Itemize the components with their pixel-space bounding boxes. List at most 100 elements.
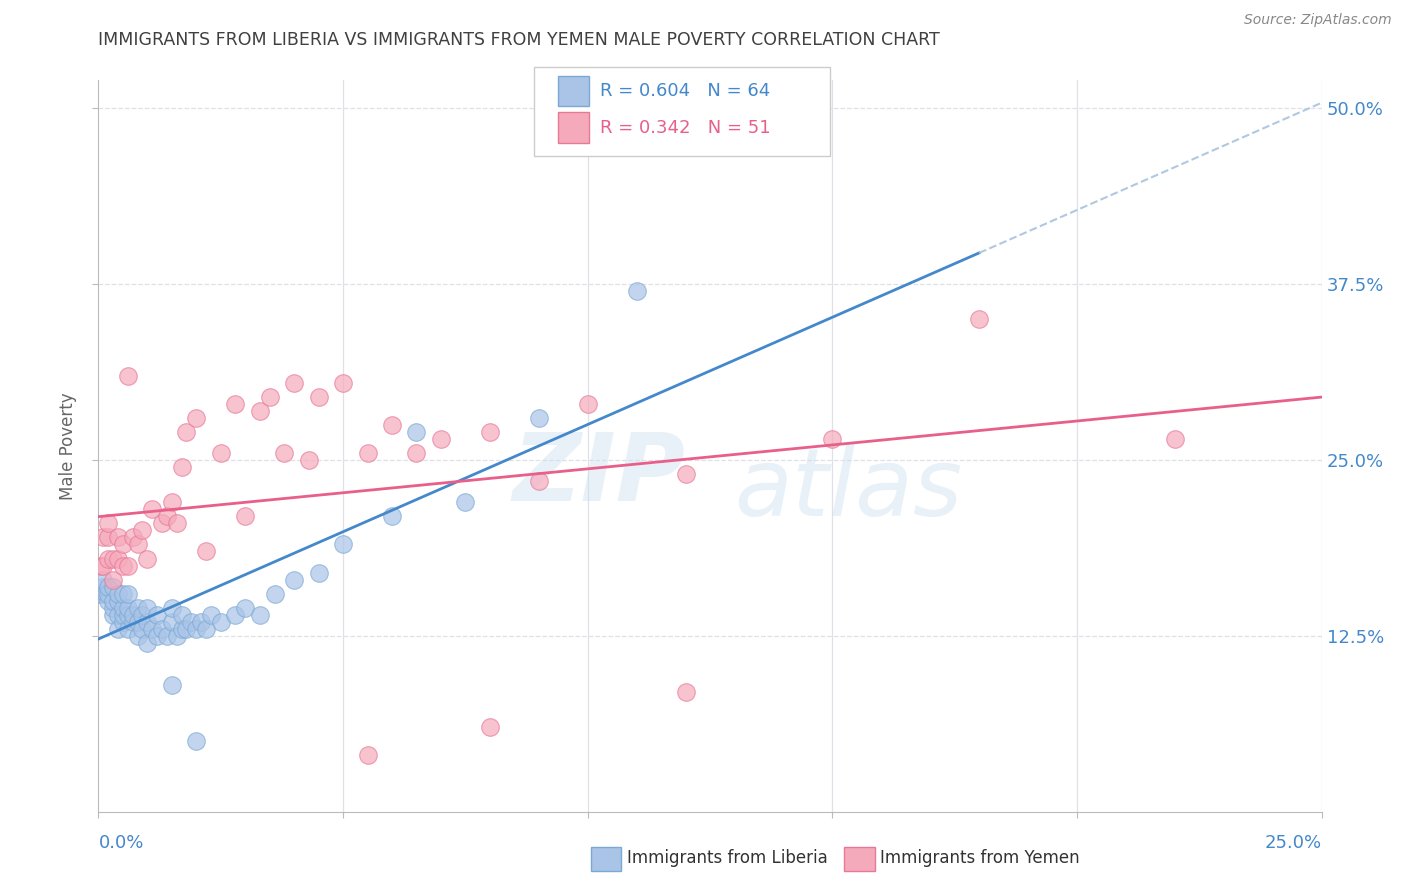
Point: [381, 417, 404, 432]
Point: [160, 495, 183, 509]
Text: 25.0%: 25.0%: [1264, 834, 1322, 852]
Point: [150, 622, 173, 636]
Point: [821, 432, 844, 446]
Point: [127, 615, 149, 629]
Text: 0.0%: 0.0%: [98, 834, 143, 852]
Point: [430, 432, 453, 446]
Point: [675, 685, 697, 699]
Point: [195, 622, 218, 636]
Point: [180, 615, 202, 629]
Point: [111, 600, 134, 615]
Point: [186, 734, 208, 748]
Point: [97, 516, 120, 531]
Text: ZIP: ZIP: [513, 429, 686, 521]
Point: [97, 530, 120, 544]
Point: [101, 593, 124, 607]
Point: [107, 607, 129, 622]
Point: [283, 376, 305, 390]
Point: [107, 587, 129, 601]
Point: [117, 587, 139, 601]
Point: [156, 629, 179, 643]
Point: [136, 551, 159, 566]
Point: [117, 622, 139, 636]
Point: [107, 551, 129, 566]
Point: [170, 622, 193, 636]
Point: [405, 425, 427, 439]
Point: [405, 446, 427, 460]
Text: R = 0.342   N = 51: R = 0.342 N = 51: [600, 119, 770, 136]
Point: [332, 376, 354, 390]
Point: [273, 446, 295, 460]
Point: [166, 516, 188, 531]
Point: [117, 607, 139, 622]
Point: [576, 397, 599, 411]
Point: [107, 593, 129, 607]
Point: [111, 587, 134, 601]
Point: [233, 509, 256, 524]
Point: [111, 537, 134, 551]
Point: [160, 678, 183, 692]
Point: [170, 460, 193, 475]
Point: [117, 558, 139, 573]
Point: [141, 502, 163, 516]
Point: [97, 593, 120, 607]
Text: Source: ZipAtlas.com: Source: ZipAtlas.com: [1244, 13, 1392, 28]
Text: Immigrants from Yemen: Immigrants from Yemen: [880, 849, 1080, 867]
Point: [111, 558, 134, 573]
Point: [101, 573, 124, 587]
Point: [454, 495, 477, 509]
Point: [1164, 432, 1187, 446]
Point: [209, 446, 232, 460]
Point: [381, 509, 404, 524]
Point: [117, 600, 139, 615]
Point: [308, 390, 330, 404]
Point: [186, 410, 208, 425]
Point: [107, 622, 129, 636]
Point: [127, 629, 149, 643]
Point: [97, 587, 120, 601]
Point: [967, 312, 990, 326]
Point: [90, 558, 112, 573]
Point: [101, 607, 124, 622]
Point: [176, 425, 198, 439]
Point: [224, 607, 246, 622]
Point: [249, 404, 271, 418]
Point: [249, 607, 271, 622]
Point: [150, 516, 173, 531]
Point: [107, 530, 129, 544]
Point: [527, 410, 550, 425]
Point: [121, 607, 143, 622]
Point: [195, 544, 218, 558]
Point: [186, 622, 208, 636]
Text: atlas: atlas: [734, 444, 963, 535]
Point: [117, 368, 139, 383]
Point: [136, 615, 159, 629]
Point: [176, 622, 198, 636]
Point: [127, 537, 149, 551]
Point: [90, 587, 112, 601]
Point: [121, 615, 143, 629]
Point: [121, 530, 143, 544]
Point: [298, 453, 321, 467]
Text: IMMIGRANTS FROM LIBERIA VS IMMIGRANTS FROM YEMEN MALE POVERTY CORRELATION CHART: IMMIGRANTS FROM LIBERIA VS IMMIGRANTS FR…: [98, 31, 941, 49]
Point: [160, 600, 183, 615]
Point: [136, 600, 159, 615]
Point: [200, 607, 222, 622]
Point: [131, 524, 153, 538]
Point: [478, 425, 501, 439]
Text: Immigrants from Liberia: Immigrants from Liberia: [627, 849, 828, 867]
Point: [209, 615, 232, 629]
Point: [111, 615, 134, 629]
Point: [97, 551, 120, 566]
Point: [170, 607, 193, 622]
Point: [626, 285, 648, 299]
Point: [111, 607, 134, 622]
Point: [259, 390, 281, 404]
Point: [94, 587, 117, 601]
Point: [478, 720, 501, 734]
Point: [356, 446, 378, 460]
Point: [308, 566, 330, 580]
Point: [527, 474, 550, 488]
Text: R = 0.604   N = 64: R = 0.604 N = 64: [600, 82, 770, 100]
Point: [166, 629, 188, 643]
